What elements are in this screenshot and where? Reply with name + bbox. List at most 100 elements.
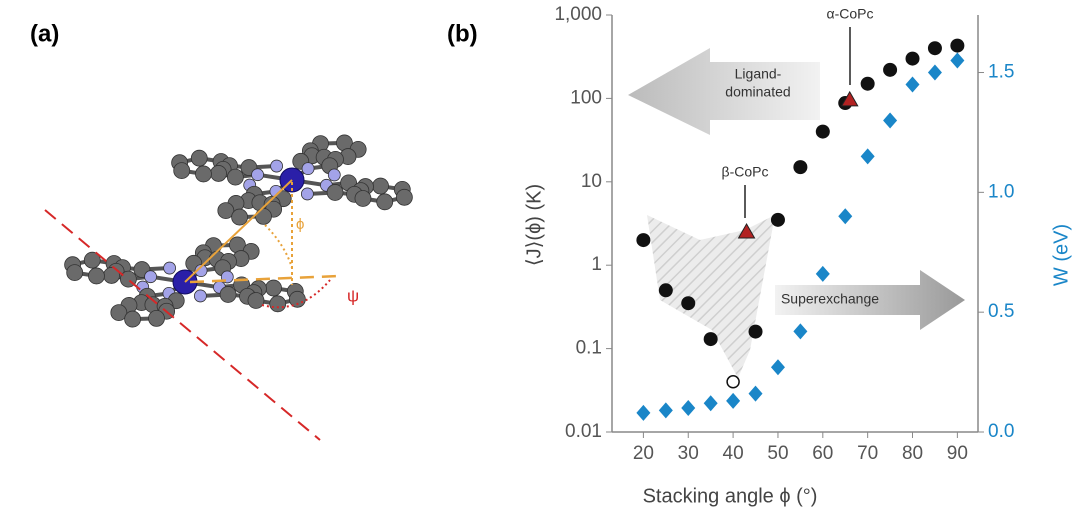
psi-arc bbox=[261, 279, 331, 309]
point bbox=[748, 385, 763, 402]
point bbox=[681, 400, 696, 417]
point bbox=[726, 392, 741, 409]
atom bbox=[194, 264, 208, 278]
point bbox=[905, 51, 920, 66]
point bbox=[793, 323, 808, 340]
point bbox=[815, 124, 830, 139]
point bbox=[927, 41, 942, 56]
x-tick-label: 60 bbox=[812, 443, 833, 464]
atom bbox=[124, 310, 141, 328]
shaded-region bbox=[647, 215, 775, 378]
horizontal-guide bbox=[189, 274, 341, 284]
annotation: Ligand- bbox=[735, 66, 782, 82]
point bbox=[840, 90, 859, 107]
atom bbox=[288, 290, 306, 308]
atom bbox=[148, 309, 165, 327]
point bbox=[793, 160, 808, 175]
atom bbox=[219, 286, 237, 303]
x-tick-label: 80 bbox=[902, 443, 923, 464]
atom bbox=[195, 165, 212, 183]
atom bbox=[247, 292, 265, 309]
phi-arc bbox=[264, 224, 293, 269]
point bbox=[703, 332, 718, 347]
x-tick-label: 50 bbox=[767, 443, 788, 464]
x-tick-label: 70 bbox=[857, 443, 878, 464]
atom bbox=[231, 208, 248, 226]
panel-label: (a) bbox=[30, 20, 59, 47]
atom bbox=[144, 270, 157, 284]
point bbox=[748, 324, 763, 339]
atom bbox=[226, 168, 244, 186]
atom bbox=[163, 261, 177, 275]
annotation: dominated bbox=[725, 84, 790, 100]
y2-tick-label: 0.5 bbox=[988, 301, 1014, 322]
point bbox=[636, 404, 651, 421]
atom bbox=[265, 279, 282, 297]
point bbox=[770, 359, 785, 376]
annotation: Superexchange bbox=[781, 291, 879, 307]
point bbox=[658, 283, 673, 298]
x-tick-label: 30 bbox=[678, 443, 699, 464]
atom bbox=[395, 188, 413, 206]
y2-tick-label: 1.0 bbox=[988, 181, 1014, 202]
y-tick-label: 10 bbox=[581, 171, 602, 192]
atom bbox=[83, 251, 101, 269]
y-tick-label: 0.01 bbox=[565, 421, 602, 442]
y-tick-label: 0.1 bbox=[576, 338, 602, 359]
point bbox=[726, 375, 740, 389]
point bbox=[658, 402, 673, 419]
atom bbox=[88, 267, 105, 285]
stack-line bbox=[184, 179, 293, 283]
y-tick-label: 1,000 bbox=[554, 4, 602, 25]
atom bbox=[110, 304, 128, 321]
y-tick-label: 100 bbox=[570, 87, 602, 108]
atom bbox=[173, 162, 191, 179]
atom bbox=[270, 159, 284, 173]
arrow-right bbox=[775, 270, 965, 330]
point bbox=[927, 64, 942, 81]
phi-label: ϕ bbox=[296, 216, 304, 233]
atom bbox=[269, 295, 287, 313]
panel-label: (b) bbox=[447, 20, 478, 47]
point bbox=[681, 296, 696, 311]
annotation: α-CoPc bbox=[827, 6, 874, 22]
atom bbox=[300, 187, 314, 201]
annotation: β-CoPc bbox=[722, 164, 769, 180]
psi-label: ψ bbox=[347, 286, 359, 305]
point bbox=[883, 62, 898, 77]
x-tick-label: 90 bbox=[947, 443, 968, 464]
point bbox=[905, 76, 920, 93]
atom bbox=[193, 289, 207, 303]
atom bbox=[301, 162, 315, 176]
point bbox=[815, 265, 830, 282]
y2-axis-label: W (eV) bbox=[1050, 224, 1072, 286]
atom bbox=[66, 264, 84, 281]
arrow-left bbox=[628, 48, 820, 135]
y-tick-label: 1 bbox=[591, 254, 602, 275]
y2-tick-label: 1.5 bbox=[988, 62, 1014, 83]
atom bbox=[251, 168, 264, 182]
point bbox=[838, 208, 853, 225]
point bbox=[770, 212, 785, 227]
atom bbox=[372, 177, 389, 195]
x-tick-label: 40 bbox=[723, 443, 744, 464]
point bbox=[950, 52, 965, 69]
point bbox=[950, 38, 965, 53]
point bbox=[703, 395, 718, 412]
atom bbox=[190, 149, 208, 167]
y-axis-label: ⟨J⟩(ϕ) (K) bbox=[523, 184, 545, 266]
point bbox=[737, 223, 756, 239]
y2-tick-label: 0.0 bbox=[988, 421, 1014, 442]
point bbox=[636, 233, 651, 248]
point bbox=[860, 148, 875, 165]
atom bbox=[255, 207, 272, 225]
atom bbox=[354, 190, 372, 207]
x-tick-label: 20 bbox=[633, 443, 654, 464]
atom bbox=[217, 202, 235, 219]
atom bbox=[210, 165, 227, 182]
atom bbox=[376, 193, 394, 211]
atom bbox=[326, 184, 344, 201]
point bbox=[860, 76, 875, 91]
atom bbox=[327, 168, 341, 182]
